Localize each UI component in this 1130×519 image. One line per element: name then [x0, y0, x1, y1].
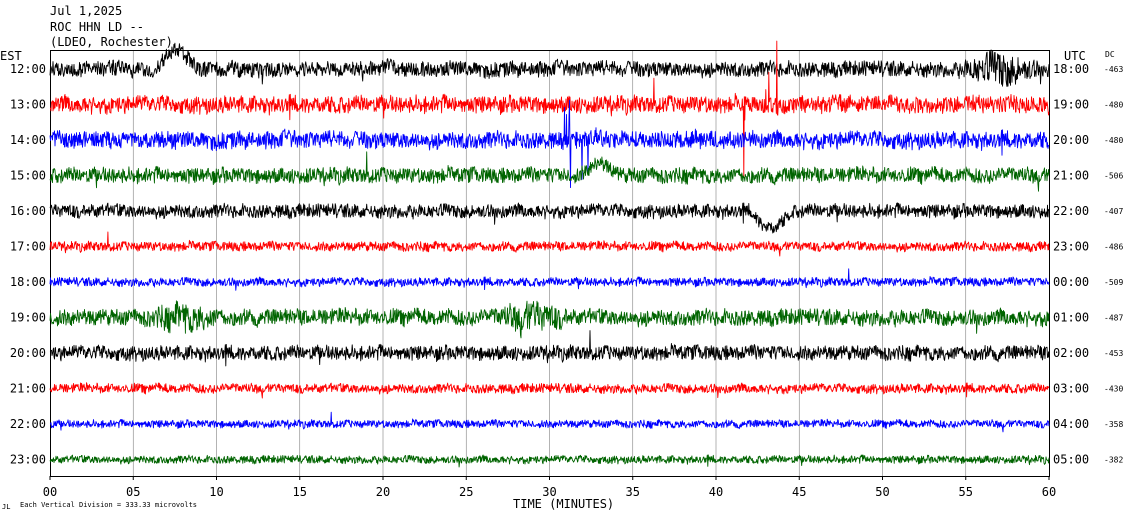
x-axis-ticks: 00 05 10 15 20 25 30 35 40 45 50 55 60 — [43, 476, 1056, 499]
est-hour-label: 18:00 — [10, 275, 46, 289]
dc-offset-label: -509 — [1104, 278, 1123, 287]
dc-offset-label: -430 — [1104, 385, 1123, 394]
est-hour-label: 20:00 — [10, 346, 46, 360]
dc-offset-label: -453 — [1104, 349, 1123, 358]
right-timezone-label: UTC — [1064, 49, 1086, 63]
utc-hour-label: 01:00 — [1053, 311, 1089, 325]
dc-offset-label: -487 — [1104, 314, 1123, 323]
trace-row — [49, 42, 1050, 87]
x-tick-label: 10 — [209, 485, 223, 499]
trace-row — [49, 151, 1050, 192]
est-hour-label: 17:00 — [10, 240, 46, 254]
dc-offset-label: -382 — [1104, 456, 1123, 465]
est-hour-label: 12:00 — [10, 62, 46, 76]
trace-row — [49, 382, 1050, 399]
footer-mark: JL — [2, 503, 10, 511]
trace-row — [49, 268, 1050, 291]
x-tick-label: 40 — [709, 485, 723, 499]
dc-offset-label: -407 — [1104, 207, 1123, 216]
header-network: (LDEO, Rochester) — [50, 35, 173, 49]
grid-lines — [132, 51, 967, 476]
dc-offset-label: -480 — [1104, 136, 1123, 145]
trace-row — [49, 40, 1050, 179]
dc-column-label: DC — [1105, 50, 1115, 59]
utc-hour-label: 21:00 — [1053, 169, 1089, 183]
x-tick-label: 15 — [293, 485, 307, 499]
x-tick-label: 00 — [43, 485, 57, 499]
est-hour-label: 15:00 — [10, 169, 46, 183]
trace-row — [49, 202, 1050, 234]
header-station: ROC HHN LD -- — [50, 20, 144, 34]
x-axis-title: TIME (MINUTES) — [513, 497, 614, 511]
x-tick-label: 30 — [542, 485, 556, 499]
x-tick-label: 60 — [1042, 485, 1056, 499]
dc-offset-label: -463 — [1104, 65, 1123, 74]
utc-hour-label: 02:00 — [1053, 346, 1089, 360]
est-hour-label: 21:00 — [10, 382, 46, 396]
row-labels: 12:00 18:00 -463 13:00 19:00 -480 14:00 20:00 -4… — [10, 62, 1124, 467]
x-tick-label: 55 — [959, 485, 973, 499]
utc-hour-label: 05:00 — [1053, 453, 1089, 467]
utc-hour-label: 20:00 — [1053, 133, 1089, 147]
est-hour-label: 13:00 — [10, 98, 46, 112]
dc-offset-label: -506 — [1104, 172, 1123, 181]
x-tick-label: 45 — [792, 485, 806, 499]
trace-group — [49, 40, 1050, 468]
footer-scale-note: Each Vertical Division = 333.33 microvol… — [20, 501, 197, 509]
header-block: Jul 1,2025 ROC HHN LD -- (LDEO, Rocheste… — [50, 4, 173, 49]
trace-row — [49, 454, 1050, 468]
x-tick-label: 35 — [626, 485, 640, 499]
x-tick-label: 25 — [459, 485, 473, 499]
est-hour-label: 14:00 — [10, 133, 46, 147]
utc-hour-label: 22:00 — [1053, 204, 1089, 218]
utc-hour-label: 00:00 — [1053, 275, 1089, 289]
utc-hour-label: 23:00 — [1053, 240, 1089, 254]
dc-offset-label: -486 — [1104, 243, 1123, 252]
trace-row — [49, 231, 1050, 257]
dc-offset-label: -358 — [1104, 420, 1123, 429]
utc-hour-label: 04:00 — [1053, 417, 1089, 431]
est-hour-label: 16:00 — [10, 204, 46, 218]
trace-row — [49, 300, 1050, 339]
est-hour-label: 23:00 — [10, 453, 46, 467]
utc-hour-label: 03:00 — [1053, 382, 1089, 396]
x-tick-label: 05 — [126, 485, 140, 499]
left-timezone-label: EST — [0, 49, 22, 63]
est-hour-label: 22:00 — [10, 417, 46, 431]
x-tick-label: 20 — [376, 485, 390, 499]
plot-frame — [50, 50, 1050, 477]
utc-hour-label: 19:00 — [1053, 98, 1089, 112]
trace-row — [49, 330, 1050, 367]
trace-row — [49, 99, 1050, 189]
dc-offset-label: -480 — [1104, 101, 1123, 110]
trace-row — [49, 411, 1050, 433]
x-tick-label: 50 — [875, 485, 889, 499]
utc-hour-label: 18:00 — [1053, 62, 1089, 76]
header-date: Jul 1,2025 — [50, 4, 122, 18]
est-hour-label: 19:00 — [10, 311, 46, 325]
